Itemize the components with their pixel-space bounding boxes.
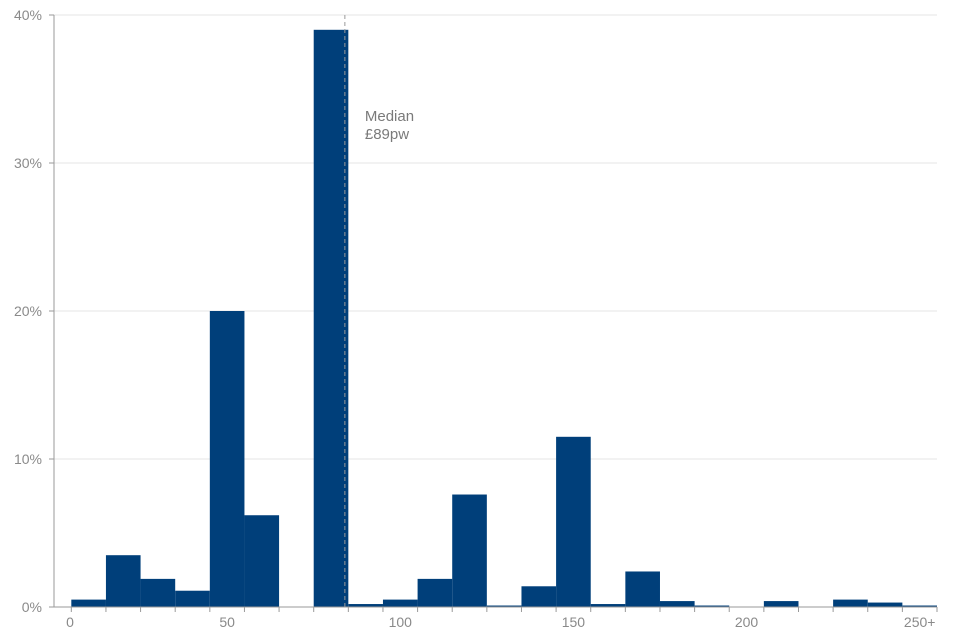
bar [417,578,453,607]
bar [763,601,799,607]
x-tick-label: 250+ [904,614,936,630]
bar [313,29,349,608]
axes [49,14,938,612]
bar [382,599,418,607]
bar [175,590,210,607]
bar [659,601,695,607]
x-tick-label: 0 [66,614,74,630]
x-axis-tick-labels: 0 50 100 150 200 250+ [66,614,935,630]
bar [902,605,937,607]
y-tick-label: 40% [14,7,42,23]
y-tick-label: 30% [14,155,42,171]
gridlines [54,14,937,460]
bar [105,555,141,607]
bar [209,311,245,607]
bar [833,599,868,607]
y-axis-tick-labels: 0% 10% 20% 30% 40% [14,7,42,615]
bar [71,599,106,607]
bar [452,494,487,607]
bar [625,571,660,607]
median-annotation: Median £89pw [344,15,414,607]
y-tick-label: 0% [22,599,42,615]
bar [486,605,522,607]
bar [590,604,626,607]
bar [556,436,591,607]
median-label: Median [365,108,414,125]
y-tick-label: 10% [14,451,42,467]
bar [140,578,176,607]
bars [71,29,937,608]
bar [521,586,557,607]
x-tick-label: 100 [389,614,413,630]
y-tick-label: 20% [14,303,42,319]
bar [867,602,903,607]
bar [244,515,280,607]
x-tick-label: 150 [562,614,586,630]
bar [348,604,383,607]
x-tick-label: 200 [735,614,759,630]
bar [694,605,730,607]
median-value-label: £89pw [365,126,409,143]
x-tick-label: 50 [219,614,235,630]
